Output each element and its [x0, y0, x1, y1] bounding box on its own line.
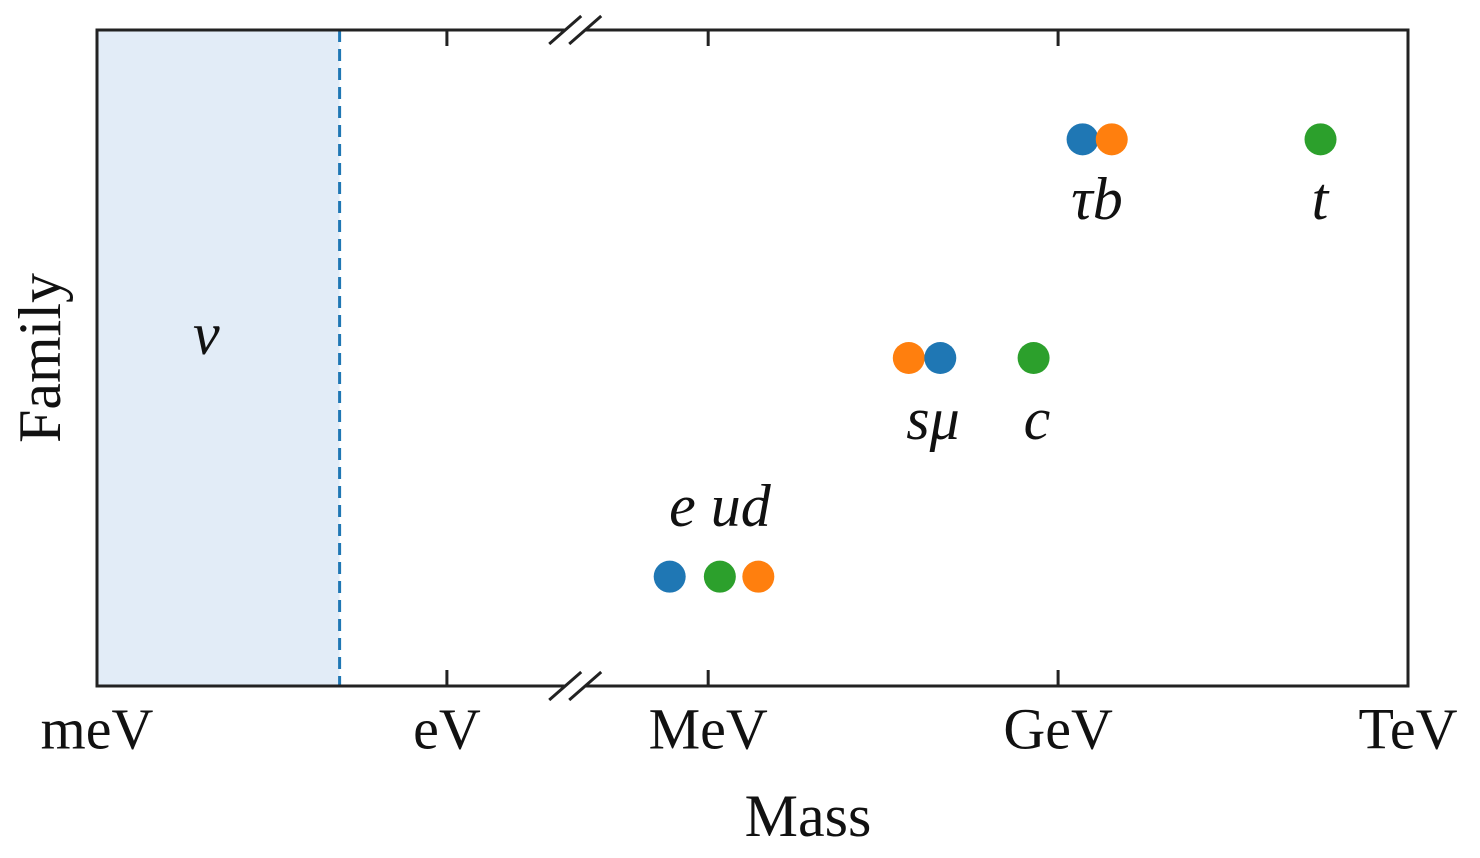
- break-mark: [568, 670, 603, 702]
- break-gap: [565, 26, 586, 34]
- break-gap: [565, 682, 586, 690]
- point: [1304, 123, 1337, 156]
- point: [742, 560, 775, 593]
- point: [1066, 123, 1099, 156]
- particle-label: t: [1312, 166, 1330, 232]
- plot-frame: [95, 28, 1410, 688]
- x-axis-label: Mass: [745, 783, 872, 849]
- break-mark: [568, 14, 603, 46]
- particle-label: sμ: [906, 386, 959, 452]
- x-tick-label: meV: [41, 696, 154, 761]
- point: [924, 342, 957, 374]
- point: [703, 560, 736, 593]
- break-mark: [548, 14, 583, 46]
- x-tick-label: MeV: [649, 696, 768, 761]
- shaded-region: [97, 30, 340, 686]
- point: [1095, 123, 1128, 156]
- point: [1017, 342, 1050, 374]
- break-mark: [548, 670, 583, 702]
- y-axis-label: Family: [7, 273, 73, 443]
- particle-label: e ud: [669, 473, 772, 539]
- region-label: ν: [193, 301, 220, 367]
- particle-label: τb: [1071, 166, 1122, 232]
- x-tick-label: GeV: [1003, 696, 1113, 761]
- x-tick-label: TeV: [1358, 696, 1457, 761]
- point: [892, 342, 925, 374]
- particle-label: c: [1024, 386, 1051, 452]
- x-tick-label: eV: [413, 696, 481, 761]
- point: [653, 560, 686, 593]
